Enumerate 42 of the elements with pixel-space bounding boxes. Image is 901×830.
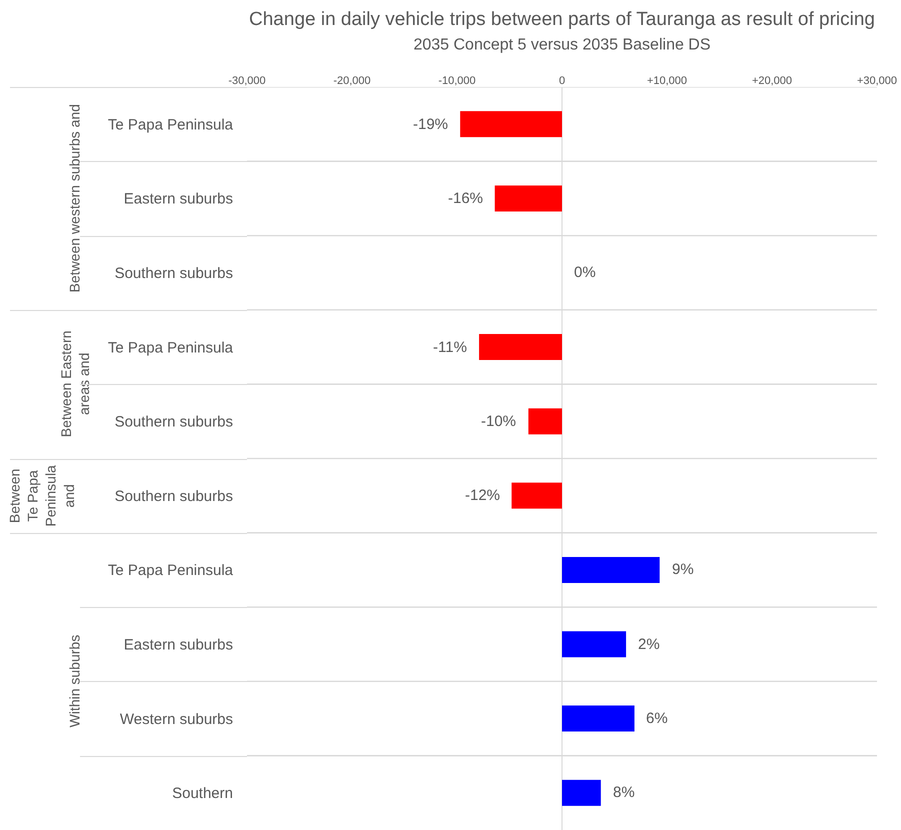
y-tick-label: Te Papa Peninsula (108, 562, 234, 580)
annotation: -16% (448, 190, 484, 207)
bar (512, 482, 562, 509)
chart-title: Change in daily vehicle trips between parts of Tauranga as result of pricing (249, 8, 875, 30)
bar (562, 556, 660, 583)
x-tick-label: -30,000 (228, 74, 266, 87)
annotation: -12% (465, 487, 500, 504)
x-tick-label: -10,000 (438, 74, 476, 87)
x-tick-label: +10,000 (646, 74, 688, 87)
bar (562, 631, 626, 658)
bar (562, 780, 601, 806)
annotation: 2% (638, 636, 660, 653)
text: Between Te Papa Peninsula and (6, 464, 77, 527)
text: Within suburbs (66, 634, 83, 728)
annotation: 6% (646, 710, 668, 727)
y-tick-label: Southern suburbs (114, 488, 233, 505)
annotation: 0% (574, 264, 596, 281)
chart-subtitle: 2035 Concept 5 versus 2035 Baseline DS (413, 36, 711, 54)
annotation: -10% (481, 413, 516, 430)
y-tick-label: Southern suburbs (114, 265, 233, 282)
y-tick-label: Te Papa Peninsula (108, 339, 234, 356)
bar (528, 408, 562, 434)
bar (562, 706, 634, 732)
annotation: 8% (613, 784, 635, 801)
text: Between Eastern areas and (58, 330, 92, 438)
bar (460, 111, 562, 138)
text: Between western suburbs and (66, 104, 83, 292)
bar (494, 185, 562, 212)
annotation: -19% (413, 116, 448, 133)
annotation: -11% (433, 339, 467, 356)
y-tick-label: Southern suburbs (114, 414, 233, 431)
y-tick-label: Southern (172, 785, 233, 802)
annotation: 9% (672, 561, 694, 578)
x-tick-label: 0 (558, 74, 566, 87)
y-tick-label: Te Papa Peninsula (108, 116, 234, 134)
y-tick-label: Eastern suburbs (124, 636, 233, 654)
y-tick-label: Eastern suburbs (124, 190, 233, 208)
x-tick-label: +30,000 (856, 74, 898, 87)
y-tick-label: Western suburbs (120, 710, 233, 728)
x-tick-label: -20,000 (333, 74, 371, 87)
x-tick-label: +20,000 (752, 74, 792, 87)
bar (479, 334, 562, 360)
